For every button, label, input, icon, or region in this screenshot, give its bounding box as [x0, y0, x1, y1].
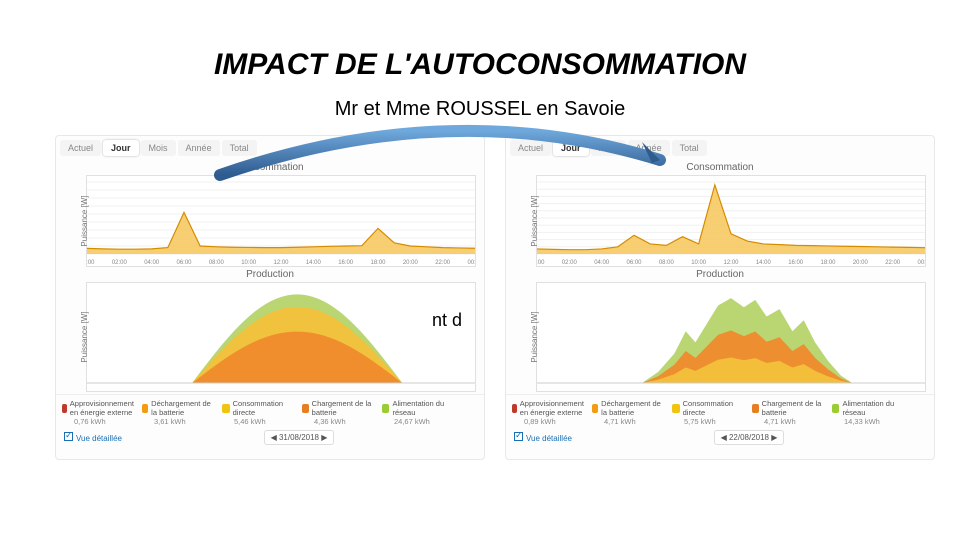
tabs-right: Actuel Jour Mois Année Total: [506, 136, 934, 160]
svg-text:00:00: 00:00: [468, 260, 475, 266]
tab-jour[interactable]: Jour: [553, 140, 589, 156]
date-picker-right[interactable]: ◀ 22/08/2018 ▶: [714, 430, 785, 445]
legend-item: Chargement de la batterie 4,71 kWh: [752, 399, 826, 426]
tab-jour[interactable]: Jour: [103, 140, 139, 156]
svg-text:14:00: 14:00: [756, 260, 772, 266]
legend-item: Déchargement de la batterie 3,61 kWh: [142, 399, 216, 426]
ylabel-cons-right: Puissance [W]: [530, 195, 539, 246]
ylabel-prod-right: Puissance [W]: [530, 311, 539, 362]
svg-text:22:00: 22:00: [885, 260, 901, 266]
legend-right: Approvisionnement en énergie externe 0,8…: [506, 394, 934, 428]
panel-right: Actuel Jour Mois Année Total Consommatio…: [505, 135, 935, 460]
svg-text:18:00: 18:00: [821, 260, 837, 266]
svg-text:08:00: 08:00: [209, 260, 225, 266]
ylabel-cons-left: Puissance [W]: [80, 195, 89, 246]
legend-left: Approvisionnement en énergie externe 0,7…: [56, 394, 484, 428]
svg-text:16:00: 16:00: [788, 260, 804, 266]
legend-item: Consommation directe 5,46 kWh: [222, 399, 296, 426]
svg-text:06:00: 06:00: [627, 260, 643, 266]
tab-total[interactable]: Total: [672, 140, 707, 156]
chart-cons-right: Puissance [W] 05001 0001 5002 0002 5003 …: [536, 175, 926, 267]
svg-text:20:00: 20:00: [403, 260, 419, 266]
panel-footer-left: Vue détaillée ◀ 31/08/2018 ▶: [56, 428, 484, 449]
legend-item: Chargement de la batterie 4,36 kWh: [302, 399, 376, 426]
page-subtitle: Mr et Mme ROUSSEL en Savoie: [0, 98, 960, 121]
svg-text:22:00: 22:00: [435, 260, 451, 266]
tab-total[interactable]: Total: [222, 140, 257, 156]
stray-text: nt d: [432, 310, 462, 331]
svg-text:02:00: 02:00: [112, 260, 128, 266]
tab-annee[interactable]: Année: [628, 140, 670, 156]
chart-cons-left: Puissance [W] 05001 0001 5002 0002 5003 …: [86, 175, 476, 267]
svg-text:04:00: 04:00: [144, 260, 160, 266]
tab-mois[interactable]: Mois: [141, 140, 176, 156]
panel-left: Actuel Jour Mois Année Total Consommatio…: [55, 135, 485, 460]
chart-title-prod-right: Production: [506, 269, 934, 280]
tab-annee[interactable]: Année: [178, 140, 220, 156]
tab-actuel[interactable]: Actuel: [60, 140, 101, 156]
checkbox-icon: [514, 432, 523, 441]
chart-title-prod-left: Production: [56, 269, 484, 280]
checkbox-icon: [64, 432, 73, 441]
tab-mois[interactable]: Mois: [591, 140, 626, 156]
panel-footer-right: Vue détaillée ◀ 22/08/2018 ▶: [506, 428, 934, 449]
legend-item: Consommation directe 5,75 kWh: [672, 399, 746, 426]
legend-item: Alimentation du réseau 24,67 kWh: [382, 399, 456, 426]
date-picker-left[interactable]: ◀ 31/08/2018 ▶: [264, 430, 335, 445]
chart-title-cons-right: Consommation: [506, 162, 934, 173]
detail-toggle-right[interactable]: Vue détaillée: [514, 432, 572, 443]
svg-text:00:00: 00:00: [918, 260, 925, 266]
ylabel-prod-left: Puissance [W]: [80, 311, 89, 362]
svg-text:14:00: 14:00: [306, 260, 322, 266]
legend-item: Approvisionnement en énergie externe 0,8…: [512, 399, 586, 426]
tabs-left: Actuel Jour Mois Année Total: [56, 136, 484, 160]
legend-item: Déchargement de la batterie 4,71 kWh: [592, 399, 666, 426]
svg-text:08:00: 08:00: [659, 260, 675, 266]
svg-text:10:00: 10:00: [691, 260, 707, 266]
legend-item: Approvisionnement en énergie externe 0,7…: [62, 399, 136, 426]
chart-title-cons-left: Consommation: [56, 162, 484, 173]
svg-text:18:00: 18:00: [371, 260, 387, 266]
svg-text:04:00: 04:00: [594, 260, 610, 266]
legend-item: Alimentation du réseau 14,33 kWh: [832, 399, 906, 426]
svg-text:00:00: 00:00: [87, 260, 95, 266]
chart-prod-left: Puissance [W]: [86, 282, 476, 392]
svg-text:00:00: 00:00: [537, 260, 545, 266]
detail-toggle-left[interactable]: Vue détaillée: [64, 432, 122, 443]
page-title: IMPACT DE L'AUTOCONSOMMATION: [0, 48, 960, 82]
svg-text:02:00: 02:00: [562, 260, 578, 266]
tab-actuel[interactable]: Actuel: [510, 140, 551, 156]
svg-text:12:00: 12:00: [724, 260, 740, 266]
svg-text:06:00: 06:00: [177, 260, 193, 266]
svg-text:16:00: 16:00: [338, 260, 354, 266]
chart-prod-right: Puissance [W]: [536, 282, 926, 392]
svg-text:12:00: 12:00: [274, 260, 290, 266]
svg-text:20:00: 20:00: [853, 260, 869, 266]
svg-text:10:00: 10:00: [241, 260, 257, 266]
